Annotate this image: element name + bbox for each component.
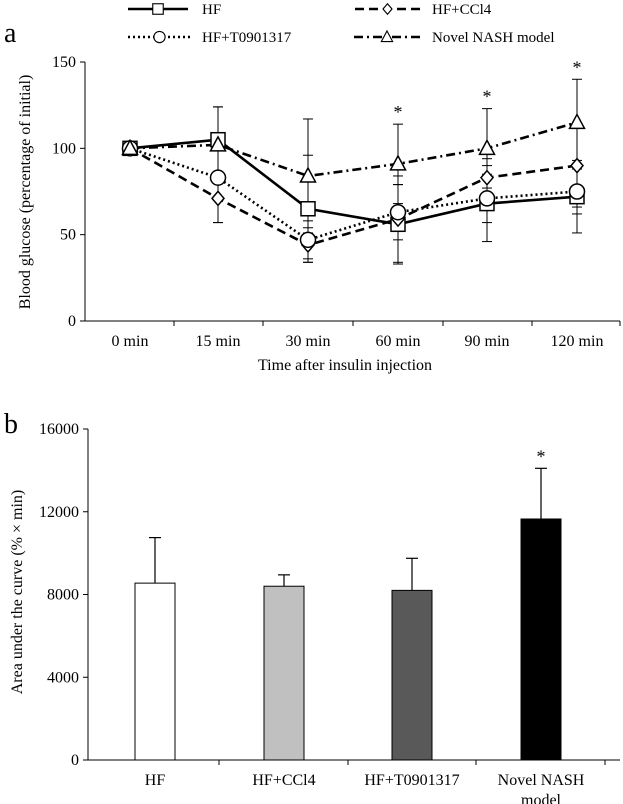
chart-b-significance-mark-novel-nash-model: * <box>537 446 546 466</box>
chart-b-y-tick-label-12000: 12000 <box>39 504 79 521</box>
chart-a-point-hf-t0901317-5 <box>568 183 586 200</box>
chart-b-y-axis-title: Area under the curve (% × min) <box>9 490 26 695</box>
chart-a-legend-label-novel-nash-model: Novel NASH model <box>432 30 555 46</box>
chart-a-point-novel-nash-model-1 <box>209 135 227 152</box>
chart-a-legend-marker-hf-t0901317 <box>153 30 166 44</box>
chart-a-legend-label-hf-t0901317: HF+T0901317 <box>202 30 292 46</box>
chart-a-legend-marker-novel-nash-model <box>380 29 394 43</box>
chart-a-x-tick-label-120-min: 120 min <box>551 333 604 350</box>
chart-a-legend-marker-hf <box>152 3 164 15</box>
chart-a-point-novel-nash-model-0 <box>121 138 139 156</box>
chart-b-y-tick-label-8000: 8000 <box>47 587 79 604</box>
chart-a-point-novel-nash-model-3 <box>389 154 407 171</box>
chart-a-legend: HF HF+CCl4 HF+T0901317 Novel NASH model <box>128 2 555 46</box>
chart-a-significance-mark-90-min: * <box>483 87 492 107</box>
panel-a-letter: a <box>4 18 17 49</box>
chart-b-y-tick-label-0: 0 <box>71 752 79 769</box>
chart-a-legend-label-hf-ccl4: HF+CCl4 <box>432 2 492 18</box>
chart-a-significance-mark-60-min: * <box>394 102 403 122</box>
chart-a-legend-marker-hf-ccl4 <box>382 2 393 16</box>
chart-a-point-hf-ccl4-4 <box>480 169 494 186</box>
chart-b-bar-hf-ccl4 <box>263 585 305 761</box>
chart-a-series-line-hf <box>129 138 578 226</box>
chart-a-y-axis-title: Blood glucose (percentage of initial) <box>17 75 34 310</box>
chart-a-x-tick-label-0-min: 0 min <box>112 333 149 350</box>
chart-a-series-line-hf-t0901317 <box>129 147 578 242</box>
chart-a-y-tick-label-100: 100 <box>52 140 76 157</box>
chart-a-point-hf-ccl4-5 <box>570 157 584 174</box>
bar-chart-panel-b: 0 4000 8000 12000 16000 HF HF+CCl4 HF+T0901317… <box>9 421 620 804</box>
chart-b-x-tick-label-novel-nash-model-0: Novel NASH <box>498 772 585 789</box>
chart-a-series-line-hf-ccl4 <box>129 147 578 247</box>
chart-b-y-tick-label-16000: 16000 <box>39 421 79 438</box>
chart-a-point-hf-t0901317-4 <box>478 190 496 207</box>
panel-b-letter: b <box>4 409 18 440</box>
chart-a-point-novel-nash-model-5 <box>568 112 586 130</box>
chart-a-point-hf-2 <box>300 201 316 217</box>
chart-b-bar-hf-t0901317 <box>391 589 433 761</box>
chart-b-y-tick-label-4000: 4000 <box>47 669 79 686</box>
chart-a-point-hf-t0901317-1 <box>209 169 227 186</box>
chart-a-significance-mark-120-min: * <box>573 57 582 77</box>
chart-a-x-tick-label-90-min: 90 min <box>465 333 510 350</box>
chart-a-x-tick-label-30-min: 30 min <box>286 333 331 350</box>
chart-a-point-hf-ccl4-1 <box>211 190 225 207</box>
chart-a-point-hf-t0901317-2 <box>299 231 317 249</box>
chart-b-bar-novel-nash-model <box>520 518 562 761</box>
chart-b-x-tick-label-novel-nash-model-1: model <box>521 792 562 804</box>
chart-a-point-hf-t0901317-3 <box>389 203 407 221</box>
chart-a-legend-label-hf: HF <box>202 2 221 18</box>
chart-b-bar-hf <box>134 582 176 761</box>
chart-a-point-novel-nash-model-4 <box>478 138 496 156</box>
chart-a-x-tick-label-60-min: 60 min <box>376 333 421 350</box>
chart-b-x-tick-label-hf-ccl4-0: HF+CCl4 <box>252 772 315 789</box>
chart-a-x-tick-label-15-min: 15 min <box>196 333 241 350</box>
chart-a-x-axis-title: Time after insulin injection <box>258 357 432 374</box>
chart-a-point-novel-nash-model-2 <box>299 166 317 183</box>
chart-a-y-tick-label-0: 0 <box>68 313 76 330</box>
chart-b-x-tick-label-hf-t0901317-0: HF+T0901317 <box>364 772 459 789</box>
chart-b-x-tick-label-hf-0: HF <box>145 772 166 789</box>
chart-a-y-tick-label-150: 150 <box>52 54 76 71</box>
chart-a-y-tick-label-50: 50 <box>60 227 76 244</box>
chart-a-series-line-novel-nash-model <box>129 121 578 178</box>
line-chart-panel-a: HF HF+CCl4 HF+T0901317 Novel NASH model 0 50… <box>17 2 621 374</box>
